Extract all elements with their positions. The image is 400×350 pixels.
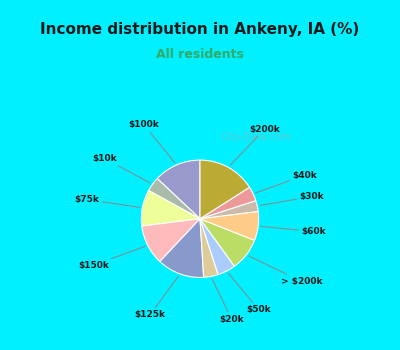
Wedge shape xyxy=(200,187,256,219)
Wedge shape xyxy=(200,219,234,274)
Text: $20k: $20k xyxy=(212,279,244,324)
Wedge shape xyxy=(200,211,259,240)
Wedge shape xyxy=(142,219,200,261)
Wedge shape xyxy=(200,219,218,277)
Text: $50k: $50k xyxy=(228,273,271,314)
Wedge shape xyxy=(160,219,204,278)
Wedge shape xyxy=(200,160,250,219)
Text: > $200k: > $200k xyxy=(249,256,322,286)
Text: City-Data.com: City-Data.com xyxy=(222,132,292,142)
Text: $40k: $40k xyxy=(256,171,317,193)
Wedge shape xyxy=(148,178,200,219)
Text: $150k: $150k xyxy=(78,246,145,270)
Text: $60k: $60k xyxy=(261,226,326,236)
Text: $100k: $100k xyxy=(129,120,175,163)
Wedge shape xyxy=(200,201,258,219)
Text: $75k: $75k xyxy=(75,195,140,207)
Text: $125k: $125k xyxy=(134,276,178,320)
Text: $200k: $200k xyxy=(230,125,280,165)
Text: $30k: $30k xyxy=(260,192,324,205)
Text: Income distribution in Ankeny, IA (%): Income distribution in Ankeny, IA (%) xyxy=(40,22,360,37)
Wedge shape xyxy=(157,160,200,219)
Wedge shape xyxy=(200,219,254,266)
Wedge shape xyxy=(141,190,200,226)
Text: $10k: $10k xyxy=(93,154,150,183)
Text: All residents: All residents xyxy=(156,48,244,61)
